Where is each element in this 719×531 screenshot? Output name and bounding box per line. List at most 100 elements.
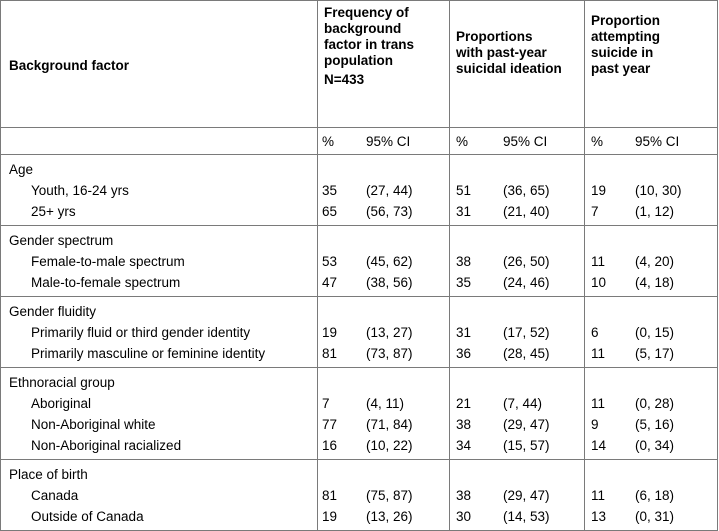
attempt-ci: (0, 34) [635,438,675,453]
attempt-ci: (6, 18) [635,488,675,503]
header-frequency-line: background [324,21,402,36]
attempt-value-line: 7 (1, 12) [585,201,717,222]
ideation-value-line: 36 (28, 45) [450,343,584,364]
group-label: Gender spectrum [9,233,114,248]
ideation-pct: 38 [456,417,472,432]
attempt-pct: 9 [591,417,599,432]
ideation-value-line: 21 (7, 44) [450,393,584,414]
group-spacer [318,301,449,322]
ideation-values-cell: 51 (36, 65) 31 (21, 40) [449,154,585,226]
attempt-ci: (0, 15) [635,325,675,340]
frequency-ci: (38, 56) [366,275,413,290]
row-label: Female-to-male spectrum [31,254,185,269]
row-label: Primarily fluid or third gender identity [31,325,251,340]
row-label: 25+ yrs [31,204,76,219]
ideation-value-line: 31 (17, 52) [450,322,584,343]
header-ideation-line: Proportions [456,29,533,44]
frequency-ci: (71, 84) [366,417,413,432]
ideation-pct: 38 [456,488,472,503]
table-row-group: Ethnoracial group Aboriginal Non-Aborigina… [0,367,718,460]
ideation-ci: (17, 52) [503,325,550,340]
ideation-pct: 51 [456,183,472,198]
attempt-ci: (4, 20) [635,254,675,269]
attempt-pct: 10 [591,275,607,290]
group-spacer [318,159,449,180]
frequency-ci: (10, 22) [366,438,413,453]
subheader-frequency: % 95% CI [317,127,450,155]
frequency-pct: 77 [322,417,338,432]
ideation-ci: (29, 47) [503,417,550,432]
ideation-ci: (28, 45) [503,346,550,361]
group-spacer [585,464,717,485]
ideation-pct: 30 [456,509,472,524]
frequency-ci: (45, 62) [366,254,413,269]
subheader-pct: % [322,133,335,149]
table-row-group: Gender spectrum Female-to-male spectrum Ma… [0,225,718,297]
header-ideation: Proportions with past-year suicidal idea… [449,0,585,128]
attempt-value-line: 19 (10, 30) [585,180,717,201]
header-ideation-line: suicidal ideation [456,61,562,76]
frequency-pct: 81 [322,346,338,361]
attempt-ci: (0, 31) [635,509,675,524]
row-label: Primarily masculine or feminine identity [31,346,266,361]
group-spacer [318,230,449,251]
attempt-pct: 19 [591,183,607,198]
attempt-pct: 14 [591,438,607,453]
frequency-value-line: 19 (13, 27) [318,322,449,343]
ideation-pct: 36 [456,346,472,361]
frequency-ci: (56, 73) [366,204,413,219]
frequency-ci: (13, 26) [366,509,413,524]
frequency-value-line: 47 (38, 56) [318,272,449,293]
frequency-ci: (27, 44) [366,183,413,198]
group-label-cell: Gender spectrum Female-to-male spectrum Ma… [0,225,318,297]
table-row-group: Age Youth, 16-24 yrs 25+ yrs 35 (27, 44) 65 (5… [0,154,718,226]
subheader-pct: % [591,133,604,149]
row-label: Outside of Canada [31,509,144,524]
ideation-pct: 31 [456,325,472,340]
group-label-cell: Age Youth, 16-24 yrs 25+ yrs [0,154,318,226]
ideation-ci: (14, 53) [503,509,550,524]
ideation-values-cell: 21 (7, 44) 38 (29, 47) 34 (15, 57) [449,367,585,460]
attempt-values-cell: 11 (0, 28) 9 (5, 16) 14 (0, 34) [584,367,718,460]
table-row-group: Gender fluidity Primarily fluid or third … [0,296,718,368]
ideation-ci: (15, 57) [503,438,550,453]
ideation-values-cell: 38 (26, 50) 35 (24, 46) [449,225,585,297]
header-attempt-line: suicide in [591,45,654,60]
group-label-cell: Gender fluidity Primarily fluid or third … [0,296,318,368]
frequency-pct: 65 [322,204,338,219]
group-label: Ethnoracial group [9,375,115,390]
frequency-value-line: 19 (13, 26) [318,506,449,527]
group-label-cell: Ethnoracial group Aboriginal Non-Aborigina… [0,367,318,460]
group-spacer [318,372,449,393]
ideation-values-cell: 31 (17, 52) 36 (28, 45) [449,296,585,368]
frequency-pct: 19 [322,325,338,340]
header-background-factor: Background factor [0,0,318,128]
subheader-pct: % [456,133,469,149]
frequency-pct: 47 [322,275,338,290]
ideation-pct: 21 [456,396,472,411]
header-attempt-line: past year [591,61,651,76]
ideation-value-line: 30 (14, 53) [450,506,584,527]
ideation-pct: 35 [456,275,472,290]
frequency-value-line: 35 (27, 44) [318,180,449,201]
frequency-value-line: 81 (75, 87) [318,485,449,506]
subheader-ci: 95% CI [503,133,548,149]
frequency-values-cell: 35 (27, 44) 65 (56, 73) [317,154,450,226]
attempt-values-cell: 19 (10, 30) 7 (1, 12) [584,154,718,226]
group-spacer [450,372,584,393]
frequency-values-cell: 53 (45, 62) 47 (38, 56) [317,225,450,297]
attempt-values-cell: 6 (0, 15) 11 (5, 17) [584,296,718,368]
frequency-pct: 81 [322,488,338,503]
frequency-values-cell: 81 (75, 87) 19 (13, 26) [317,459,450,531]
group-spacer [318,464,449,485]
ideation-ci: (24, 46) [503,275,550,290]
ideation-pct: 34 [456,438,472,453]
group-spacer [585,230,717,251]
attempt-value-line: 10 (4, 18) [585,272,717,293]
attempt-ci: (0, 28) [635,396,675,411]
ideation-value-line: 51 (36, 65) [450,180,584,201]
frequency-value-line: 77 (71, 84) [318,414,449,435]
group-label: Age [9,162,34,177]
attempt-ci: (1, 12) [635,204,675,219]
